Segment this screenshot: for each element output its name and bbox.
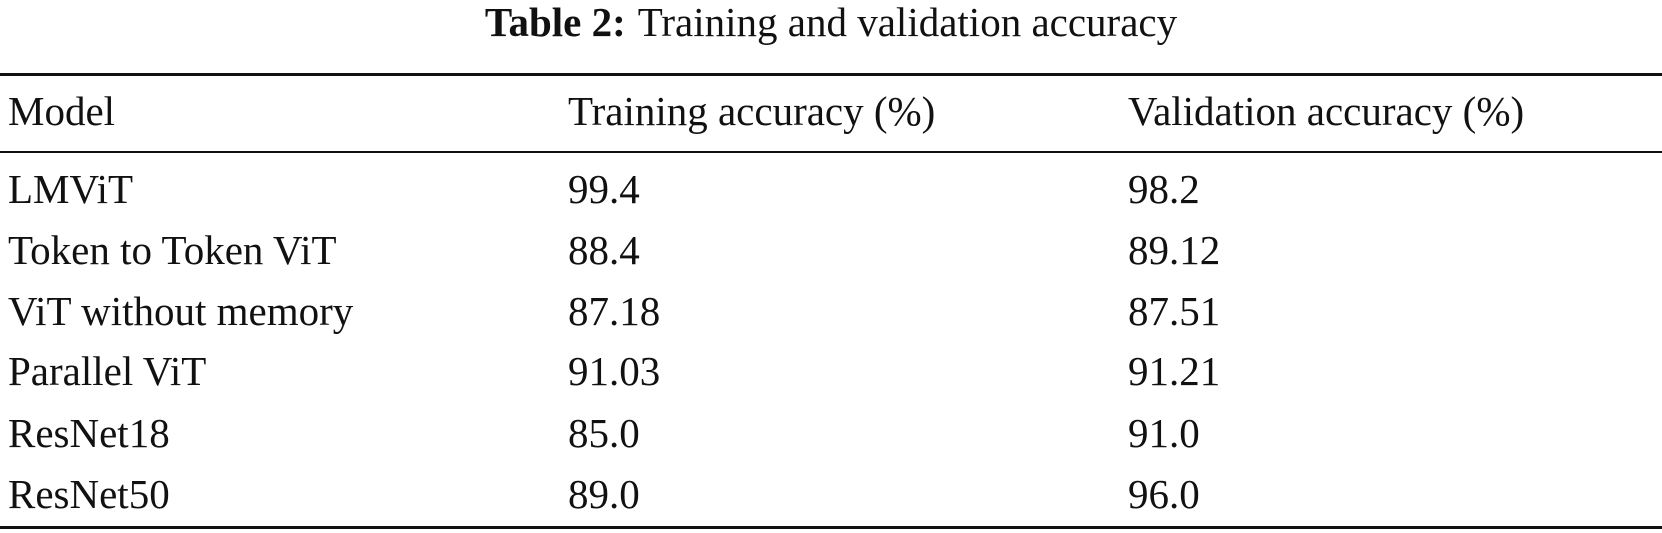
model-cell: ResNet50: [8, 471, 170, 517]
value-cell: 98.2: [1128, 166, 1200, 212]
header-rule: [0, 151, 1662, 153]
value-cell: 88.4: [568, 227, 640, 273]
value-cell: 87.18: [568, 288, 661, 334]
header-cell: Training accuracy (%): [568, 88, 936, 134]
model-cell: LMViT: [8, 166, 134, 212]
value-cell: 91.03: [568, 348, 661, 394]
caption-label: Table 2:: [484, 0, 626, 45]
value-cell: 91.0: [1128, 410, 1200, 456]
value-cell: 96.0: [1128, 471, 1200, 517]
value-cell: 89.12: [1128, 227, 1221, 273]
value-cell: 85.0: [568, 410, 640, 456]
value-cell: 89.0: [568, 471, 640, 517]
model-cell: Parallel ViT: [8, 348, 207, 394]
value-cell: 91.21: [1128, 348, 1221, 394]
model-cell: ViT without memory: [8, 288, 354, 334]
header-cell: Model: [8, 88, 116, 134]
value-cell: 99.4: [568, 166, 640, 212]
model-cell: Token to Token ViT: [8, 227, 337, 273]
bottom-rule: [0, 526, 1662, 529]
table-caption: Table 2: Training and validation accuracy: [0, 0, 1662, 44]
top-rule: [0, 73, 1662, 76]
caption-text: Training and validation accuracy: [637, 0, 1178, 45]
model-cell: ResNet18: [8, 410, 170, 456]
value-cell: 87.51: [1128, 288, 1221, 334]
header-cell: Validation accuracy (%): [1128, 88, 1525, 134]
